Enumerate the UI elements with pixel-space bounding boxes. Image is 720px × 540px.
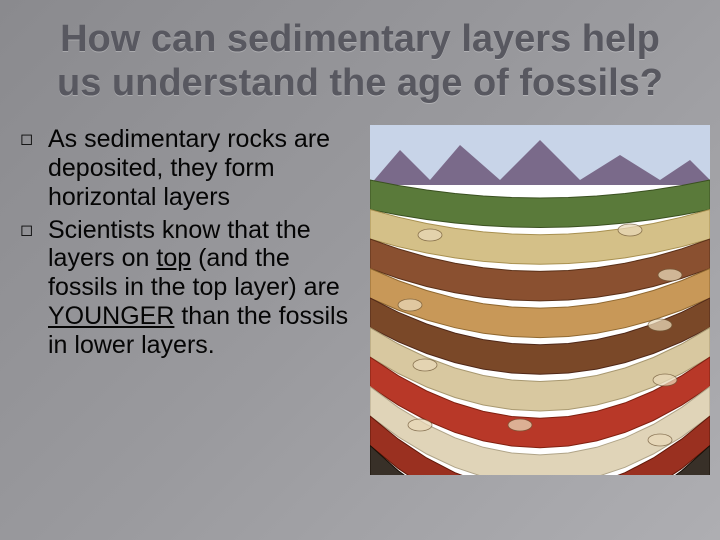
bullet-list: ◻ As sedimentary rocks are deposited, th… bbox=[20, 125, 360, 475]
content-area: ◻ As sedimentary rocks are deposited, th… bbox=[0, 115, 720, 485]
underlined-top: top bbox=[156, 244, 191, 272]
strata-svg bbox=[370, 125, 710, 475]
bullet-marker: ◻ bbox=[20, 216, 48, 360]
slide-title: How can sedimentary layers help us under… bbox=[0, 0, 720, 115]
bullet-text: As sedimentary rocks are deposited, they… bbox=[48, 125, 360, 211]
bullet-marker: ◻ bbox=[20, 125, 48, 211]
bullet-item: ◻ As sedimentary rocks are deposited, th… bbox=[20, 125, 360, 211]
strata-illustration bbox=[370, 125, 710, 475]
bullet-item: ◻ Scientists know that the layers on top… bbox=[20, 216, 360, 360]
bullet-text: Scientists know that the layers on top (… bbox=[48, 216, 360, 360]
underlined-younger: YOUNGER bbox=[48, 302, 174, 330]
